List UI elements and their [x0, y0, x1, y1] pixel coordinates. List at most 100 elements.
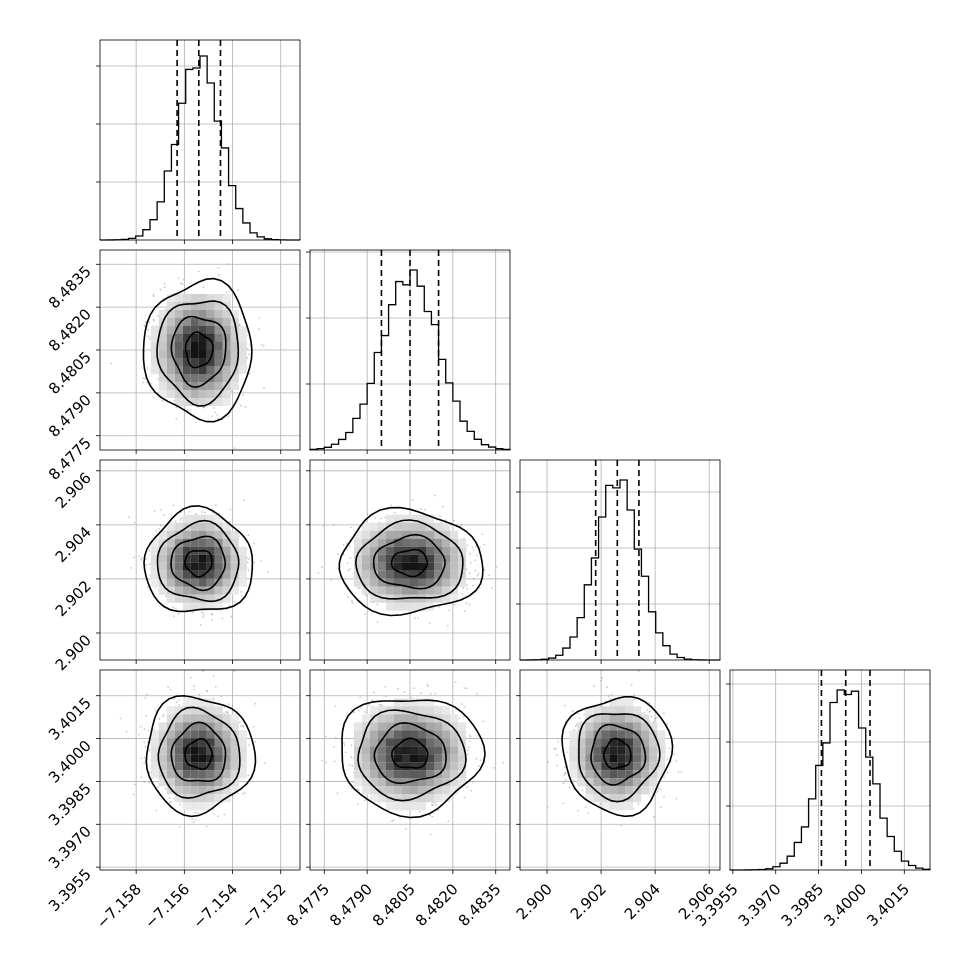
density-cell: [450, 530, 458, 539]
density-cell: [362, 738, 370, 747]
sample-point: [182, 278, 185, 281]
density-cell: [238, 562, 247, 571]
density-cell: [378, 778, 386, 787]
density-cell: [426, 570, 434, 579]
density-cell: [394, 722, 402, 731]
density-cell: [198, 382, 207, 390]
panel-2-1: [306, 459, 511, 664]
density-cell: [394, 538, 402, 547]
sample-point: [424, 508, 426, 511]
sample-point: [345, 542, 348, 545]
sample-point: [154, 530, 157, 532]
density-cell: [190, 326, 199, 334]
sample-point: [227, 263, 230, 266]
density-cell: [362, 522, 370, 531]
density-cell: [418, 802, 426, 811]
sample-point: [128, 516, 131, 518]
sample-point: [465, 568, 468, 571]
sample-point: [317, 572, 320, 574]
contour-1: [170, 315, 227, 389]
density-cell: [386, 562, 394, 571]
contour-2: [357, 709, 467, 802]
density-cell: [410, 706, 418, 715]
density-cell: [593, 722, 602, 731]
density-cell: [222, 746, 231, 755]
density-cell: [198, 786, 207, 795]
density-cell: [402, 578, 410, 587]
sample-point: [325, 735, 327, 738]
density-cell: [198, 730, 207, 739]
density-cell: [238, 358, 247, 366]
density-cell: [394, 562, 402, 571]
density-cell: [394, 570, 402, 579]
sample-point: [346, 562, 349, 565]
sample-point: [420, 507, 422, 510]
density-cell: [617, 706, 626, 715]
sample-point: [191, 611, 194, 614]
density-cell: [182, 570, 191, 579]
density-cell: [442, 570, 450, 579]
density-cell: [190, 522, 199, 531]
density-cell: [386, 722, 394, 731]
sample-point: [574, 725, 577, 727]
density-cell: [418, 562, 426, 571]
density-cell: [190, 602, 199, 611]
sample-point: [230, 390, 233, 392]
density-cell: [633, 738, 642, 747]
density-cell: [633, 762, 642, 771]
sample-point: [357, 788, 360, 791]
sample-point: [175, 701, 178, 704]
sample-point: [347, 569, 349, 572]
density-cell: [354, 538, 362, 547]
sample-point: [228, 604, 231, 607]
density-cell: [370, 546, 378, 555]
density-cell: [166, 570, 175, 579]
sample-point: [240, 725, 242, 727]
density-cell: [230, 350, 239, 358]
sample-point: [426, 684, 428, 686]
density-cell: [442, 778, 450, 787]
density-cell: [434, 794, 442, 803]
sample-point: [371, 699, 374, 702]
density-cell: [410, 514, 418, 523]
density-cell: [386, 746, 394, 755]
density-cell: [442, 770, 450, 779]
sample-point: [197, 812, 199, 815]
histogram-1: [309, 269, 511, 451]
density-cell: [426, 730, 434, 739]
sample-point: [180, 511, 183, 514]
density-cell: [214, 310, 223, 318]
density-cell: [206, 294, 215, 302]
sample-point: [179, 518, 182, 521]
x-tick-label-0-3: −7.152: [238, 880, 290, 932]
density-cell: [442, 730, 450, 739]
density-cell: [190, 770, 199, 779]
density-cell: [238, 570, 247, 579]
density-cell: [182, 358, 191, 366]
sample-point: [577, 712, 580, 715]
density-cell: [362, 570, 370, 579]
sample-point: [242, 499, 245, 502]
sample-point: [675, 760, 678, 762]
sample-point: [252, 542, 255, 545]
sample-point: [571, 710, 574, 713]
density-cell: [166, 350, 175, 358]
density-cell: [198, 594, 207, 603]
density-cell: [370, 538, 378, 547]
density-cell: [410, 738, 418, 747]
density-cell: [601, 722, 610, 731]
sample-point: [643, 712, 646, 714]
panel-3-3: [726, 669, 931, 874]
density-cell: [174, 554, 183, 563]
density-cell: [458, 778, 466, 787]
density-cell: [378, 530, 386, 539]
y-tick-label-1-1: 8.4790: [45, 391, 95, 441]
density-cell: [434, 554, 442, 563]
panel-3-1: [306, 669, 511, 874]
density-cell: [386, 530, 394, 539]
density-cell: [386, 514, 394, 523]
density-cell: [198, 762, 207, 771]
sample-point: [463, 715, 465, 718]
density-cell: [418, 522, 426, 531]
density-cell: [238, 738, 247, 747]
